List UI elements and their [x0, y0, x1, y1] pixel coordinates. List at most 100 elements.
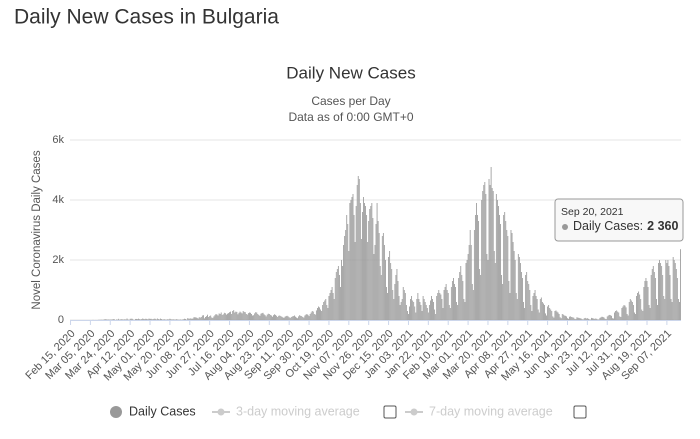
bar [573, 317, 575, 320]
bar [173, 319, 175, 320]
bar [627, 315, 629, 320]
bar [533, 293, 535, 320]
bar [213, 316, 215, 320]
bar [650, 275, 652, 320]
bar [190, 318, 192, 320]
bar [103, 319, 105, 320]
bar [242, 311, 244, 320]
bar [229, 312, 230, 320]
bar [236, 311, 238, 320]
bar [657, 305, 658, 320]
bar [673, 260, 675, 320]
bar [662, 275, 664, 320]
legend-label[interactable]: 7-day moving average [429, 404, 553, 418]
bar [381, 236, 383, 320]
bar [677, 299, 679, 320]
bar [129, 318, 131, 320]
bar [244, 312, 246, 320]
bar [459, 272, 461, 320]
bar [249, 312, 250, 320]
bar [555, 310, 557, 320]
bar [602, 317, 604, 320]
bar [122, 319, 124, 320]
bar [145, 318, 147, 320]
bar [250, 312, 251, 320]
bar [493, 251, 495, 320]
legend-checkbox[interactable] [573, 405, 587, 419]
bar [553, 317, 555, 320]
bar [637, 293, 638, 320]
bar [615, 311, 617, 320]
bar [447, 293, 449, 320]
y-tick-label: 6k [52, 134, 64, 146]
bar [234, 312, 236, 320]
bar [375, 224, 377, 320]
bar [614, 312, 615, 320]
bar [473, 230, 475, 320]
bar [253, 315, 255, 320]
legend-label[interactable]: 3-day moving average [236, 404, 360, 418]
bar [557, 312, 559, 320]
bar [336, 269, 338, 320]
bar [160, 318, 161, 320]
bar [262, 312, 264, 320]
bar [159, 319, 160, 320]
bar [566, 316, 567, 320]
bar [415, 312, 417, 320]
bar [403, 290, 405, 320]
bar [499, 215, 500, 320]
bar [671, 302, 673, 320]
bar [425, 305, 427, 320]
legend-label[interactable]: Daily Cases [129, 404, 196, 418]
bar [373, 254, 375, 320]
bar [209, 316, 211, 320]
bar [661, 266, 663, 320]
bar [329, 293, 331, 320]
bar [366, 215, 368, 320]
bar [424, 302, 426, 320]
bar [413, 302, 415, 320]
bar [109, 319, 111, 320]
bar [116, 319, 117, 320]
bar [481, 200, 483, 320]
legend-checkbox[interactable] [383, 405, 397, 419]
bar [515, 293, 517, 320]
bar [230, 311, 232, 320]
bar [436, 296, 438, 320]
bar [490, 167, 492, 320]
bar [652, 266, 654, 320]
bar [404, 293, 406, 320]
bar [450, 287, 452, 320]
bar [643, 287, 645, 320]
bar [519, 263, 521, 320]
bar [579, 318, 581, 320]
bar [624, 305, 626, 320]
bar [130, 318, 132, 320]
y-tick-label: 2k [52, 254, 64, 266]
bar [571, 317, 573, 320]
bar [297, 318, 298, 320]
bar [176, 319, 178, 320]
bar [670, 299, 672, 320]
bar [482, 191, 484, 320]
bar [320, 309, 321, 320]
bar [255, 312, 257, 320]
bar [397, 281, 399, 320]
bar [302, 317, 304, 320]
bar [487, 260, 489, 320]
bar [599, 317, 601, 320]
bar [582, 319, 584, 320]
bar [365, 206, 366, 320]
bar [445, 284, 447, 320]
bar [300, 315, 302, 320]
bar [285, 316, 287, 320]
bar [131, 318, 133, 320]
bar [156, 318, 158, 320]
bar [266, 314, 268, 320]
bar [559, 317, 561, 320]
bar [367, 242, 369, 320]
bar [246, 314, 248, 320]
bar [184, 318, 185, 320]
bar [325, 299, 327, 320]
